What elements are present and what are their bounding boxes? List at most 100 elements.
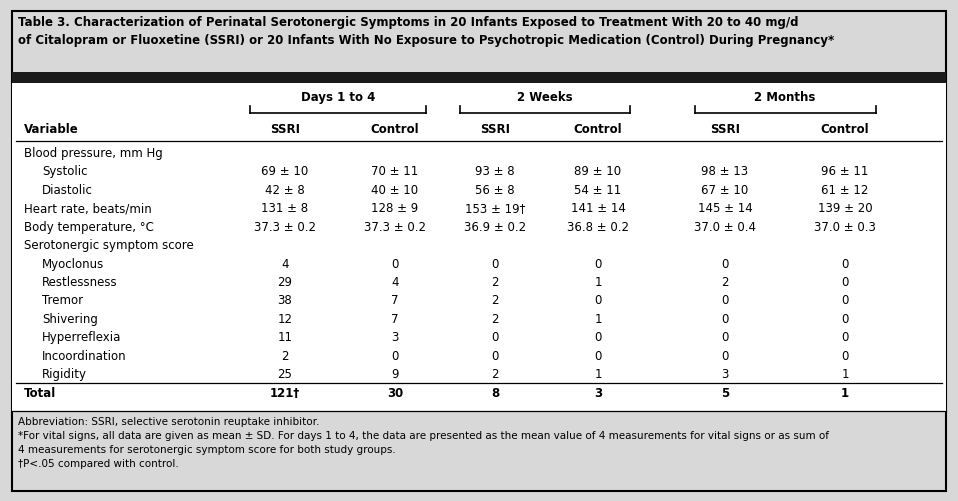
Text: SSRI: SSRI (270, 123, 300, 136)
Text: Abbreviation: SSRI, selective serotonin reuptake inhibitor.: Abbreviation: SSRI, selective serotonin … (18, 417, 319, 427)
Text: 30: 30 (387, 387, 403, 400)
Text: †P<.05 compared with control.: †P<.05 compared with control. (18, 459, 179, 469)
Text: 1: 1 (841, 387, 849, 400)
Text: 2: 2 (721, 276, 729, 289)
Text: 3: 3 (721, 368, 729, 381)
Text: Shivering: Shivering (42, 313, 98, 326)
Text: 0: 0 (841, 350, 849, 363)
Text: Diastolic: Diastolic (42, 184, 93, 197)
Text: of Citalopram or Fluoxetine (SSRI) or 20 Infants With No Exposure to Psychotropi: of Citalopram or Fluoxetine (SSRI) or 20… (18, 34, 834, 47)
Text: 0: 0 (721, 350, 729, 363)
Text: Restlessness: Restlessness (42, 276, 118, 289)
Text: 11: 11 (278, 331, 292, 344)
Text: 37.3 ± 0.2: 37.3 ± 0.2 (254, 221, 316, 233)
Text: 0: 0 (841, 258, 849, 271)
Text: 54 ± 11: 54 ± 11 (575, 184, 622, 197)
Text: Blood pressure, mm Hg: Blood pressure, mm Hg (24, 147, 163, 160)
Text: 2: 2 (491, 276, 499, 289)
Text: 153 ± 19†: 153 ± 19† (465, 202, 525, 215)
Text: 2: 2 (491, 368, 499, 381)
Text: 7: 7 (391, 295, 399, 308)
Text: Variable: Variable (24, 123, 79, 136)
Text: 61 ± 12: 61 ± 12 (821, 184, 869, 197)
Text: 1: 1 (594, 368, 602, 381)
Text: 69 ± 10: 69 ± 10 (262, 165, 308, 178)
Text: 145 ± 14: 145 ± 14 (697, 202, 752, 215)
Text: *For vital signs, all data are given as mean ± SD. For days 1 to 4, the data are: *For vital signs, all data are given as … (18, 431, 829, 441)
Text: Hyperreflexia: Hyperreflexia (42, 331, 122, 344)
Text: Tremor: Tremor (42, 295, 83, 308)
Text: 67 ± 10: 67 ± 10 (701, 184, 748, 197)
Text: 12: 12 (278, 313, 292, 326)
Text: Days 1 to 4: Days 1 to 4 (301, 91, 376, 104)
Text: 36.8 ± 0.2: 36.8 ± 0.2 (567, 221, 629, 233)
Text: 1: 1 (594, 313, 602, 326)
Text: Table 3. Characterization of Perinatal Serotonergic Symptoms in 20 Infants Expos: Table 3. Characterization of Perinatal S… (18, 16, 799, 29)
Text: 0: 0 (594, 350, 602, 363)
Text: 139 ± 20: 139 ± 20 (818, 202, 873, 215)
Text: 25: 25 (278, 368, 292, 381)
Text: 3: 3 (391, 331, 399, 344)
Text: Body temperature, °C: Body temperature, °C (24, 221, 154, 233)
Text: SSRI: SSRI (480, 123, 510, 136)
Text: 37.0 ± 0.3: 37.0 ± 0.3 (814, 221, 876, 233)
Text: 4: 4 (282, 258, 288, 271)
Text: 4 measurements for serotonergic symptom score for both study groups.: 4 measurements for serotonergic symptom … (18, 445, 396, 455)
Text: 37.3 ± 0.2: 37.3 ± 0.2 (364, 221, 426, 233)
Bar (12, 83, 946, 411)
Text: 5: 5 (720, 387, 729, 400)
Text: 98 ± 13: 98 ± 13 (701, 165, 748, 178)
Text: 0: 0 (721, 258, 729, 271)
Text: 0: 0 (721, 295, 729, 308)
Text: Control: Control (821, 123, 869, 136)
Text: 1: 1 (594, 276, 602, 289)
Text: 2 Months: 2 Months (754, 91, 815, 104)
Text: 56 ± 8: 56 ± 8 (475, 184, 514, 197)
Text: 70 ± 11: 70 ± 11 (372, 165, 419, 178)
Text: 36.9 ± 0.2: 36.9 ± 0.2 (464, 221, 526, 233)
Text: 0: 0 (491, 258, 499, 271)
Text: 40 ± 10: 40 ± 10 (372, 184, 419, 197)
Text: Incoordination: Incoordination (42, 350, 126, 363)
Text: 42 ± 8: 42 ± 8 (265, 184, 305, 197)
Text: Control: Control (371, 123, 420, 136)
Text: 0: 0 (594, 331, 602, 344)
Text: SSRI: SSRI (710, 123, 740, 136)
Text: 0: 0 (391, 258, 399, 271)
Text: 0: 0 (721, 331, 729, 344)
Bar (12, 72, 946, 83)
Text: 0: 0 (491, 350, 499, 363)
Text: 0: 0 (841, 276, 849, 289)
Text: Myoclonus: Myoclonus (42, 258, 104, 271)
Text: Heart rate, beats/min: Heart rate, beats/min (24, 202, 151, 215)
Text: 128 ± 9: 128 ± 9 (372, 202, 419, 215)
Text: 0: 0 (391, 350, 399, 363)
Text: 2: 2 (491, 313, 499, 326)
Text: 2 Weeks: 2 Weeks (517, 91, 573, 104)
Text: 8: 8 (490, 387, 499, 400)
Text: 0: 0 (841, 313, 849, 326)
Text: 131 ± 8: 131 ± 8 (262, 202, 308, 215)
Text: Total: Total (24, 387, 57, 400)
Text: 4: 4 (391, 276, 399, 289)
Text: Control: Control (574, 123, 623, 136)
Text: 7: 7 (391, 313, 399, 326)
Text: 89 ± 10: 89 ± 10 (575, 165, 622, 178)
Text: 0: 0 (594, 258, 602, 271)
Text: 121†: 121† (270, 387, 300, 400)
Text: 2: 2 (491, 295, 499, 308)
Text: 96 ± 11: 96 ± 11 (821, 165, 869, 178)
Text: Rigidity: Rigidity (42, 368, 87, 381)
Text: 0: 0 (594, 295, 602, 308)
Text: 0: 0 (841, 331, 849, 344)
Text: 1: 1 (841, 368, 849, 381)
Text: 141 ± 14: 141 ± 14 (571, 202, 626, 215)
Text: Systolic: Systolic (42, 165, 87, 178)
Text: 9: 9 (391, 368, 399, 381)
Text: 0: 0 (721, 313, 729, 326)
Text: 0: 0 (841, 295, 849, 308)
Text: 38: 38 (278, 295, 292, 308)
Text: 3: 3 (594, 387, 602, 400)
Text: Serotonergic symptom score: Serotonergic symptom score (24, 239, 194, 252)
Text: 0: 0 (491, 331, 499, 344)
